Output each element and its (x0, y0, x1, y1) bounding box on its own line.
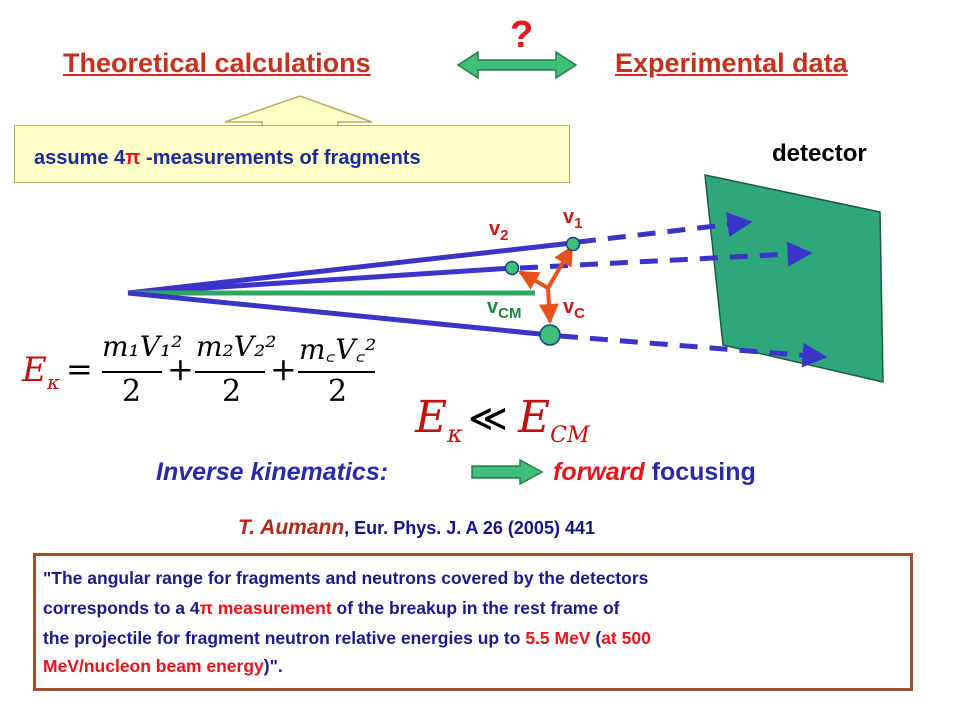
plus-1: + (167, 350, 194, 388)
relation-lhs: Eκ (415, 392, 463, 448)
label-v1: v1 (563, 206, 583, 232)
term3-denominator: 2 (328, 374, 348, 409)
quote-line-3: the projectile for fragment neutron rela… (43, 628, 651, 648)
vector-line-vc (127, 290, 551, 338)
inverse-kinematics-label: Inverse kinematics: (156, 458, 389, 486)
term1-numerator: m₁V₁² (102, 330, 183, 363)
theoretical-calculations-heading: Theoretical calculations (63, 48, 371, 78)
vector-line-v1 (127, 240, 573, 296)
term3-numerator: m꜀V꜀² (299, 333, 377, 366)
label-vc: vC (563, 296, 585, 322)
detector-plane (704, 174, 884, 383)
term1-denominator: 2 (122, 374, 142, 409)
quote-line-1: "The angular range for fragments and neu… (43, 568, 649, 588)
experimental-data-heading: Experimental data (615, 48, 848, 78)
vector-line-v2 (127, 265, 513, 296)
quote-line-4: MeV/nucleon beam energy)". (43, 656, 283, 676)
dashed-ray-3 (559, 333, 828, 368)
particle-2 (504, 260, 520, 276)
equation-equals: = (66, 350, 93, 388)
label-vcm: vCM (487, 296, 522, 322)
term2-denominator: 2 (222, 374, 242, 409)
equation-lhs: Eκ (22, 350, 60, 394)
term2-numerator: m₂V₂² (196, 330, 277, 363)
up-arrow-icon (224, 95, 373, 127)
reference: T. Aumann, Eur. Phys. J. A 26 (2005) 441 (238, 516, 595, 539)
label-v2: v2 (489, 218, 509, 244)
quote-line-2: corresponds to a 4π measurement of the b… (43, 598, 620, 618)
kinematics-arrow-icon (471, 458, 544, 486)
dashed-ray-2 (519, 241, 813, 271)
relation-symbol: ≪ (468, 396, 508, 440)
quote-box (33, 553, 913, 691)
assume-box (14, 125, 570, 183)
particle-core (539, 324, 561, 346)
forward-focusing-label: forward focusing (553, 458, 756, 486)
assume-text: assume 4π -measurements of fragments (34, 147, 421, 169)
question-mark: ? (510, 14, 534, 56)
detector-label: detector (772, 140, 867, 167)
double-arrow-icon (456, 50, 578, 80)
relation-rhs: ECM (518, 392, 590, 448)
particle-1 (565, 236, 581, 252)
plus-2: + (270, 350, 297, 388)
